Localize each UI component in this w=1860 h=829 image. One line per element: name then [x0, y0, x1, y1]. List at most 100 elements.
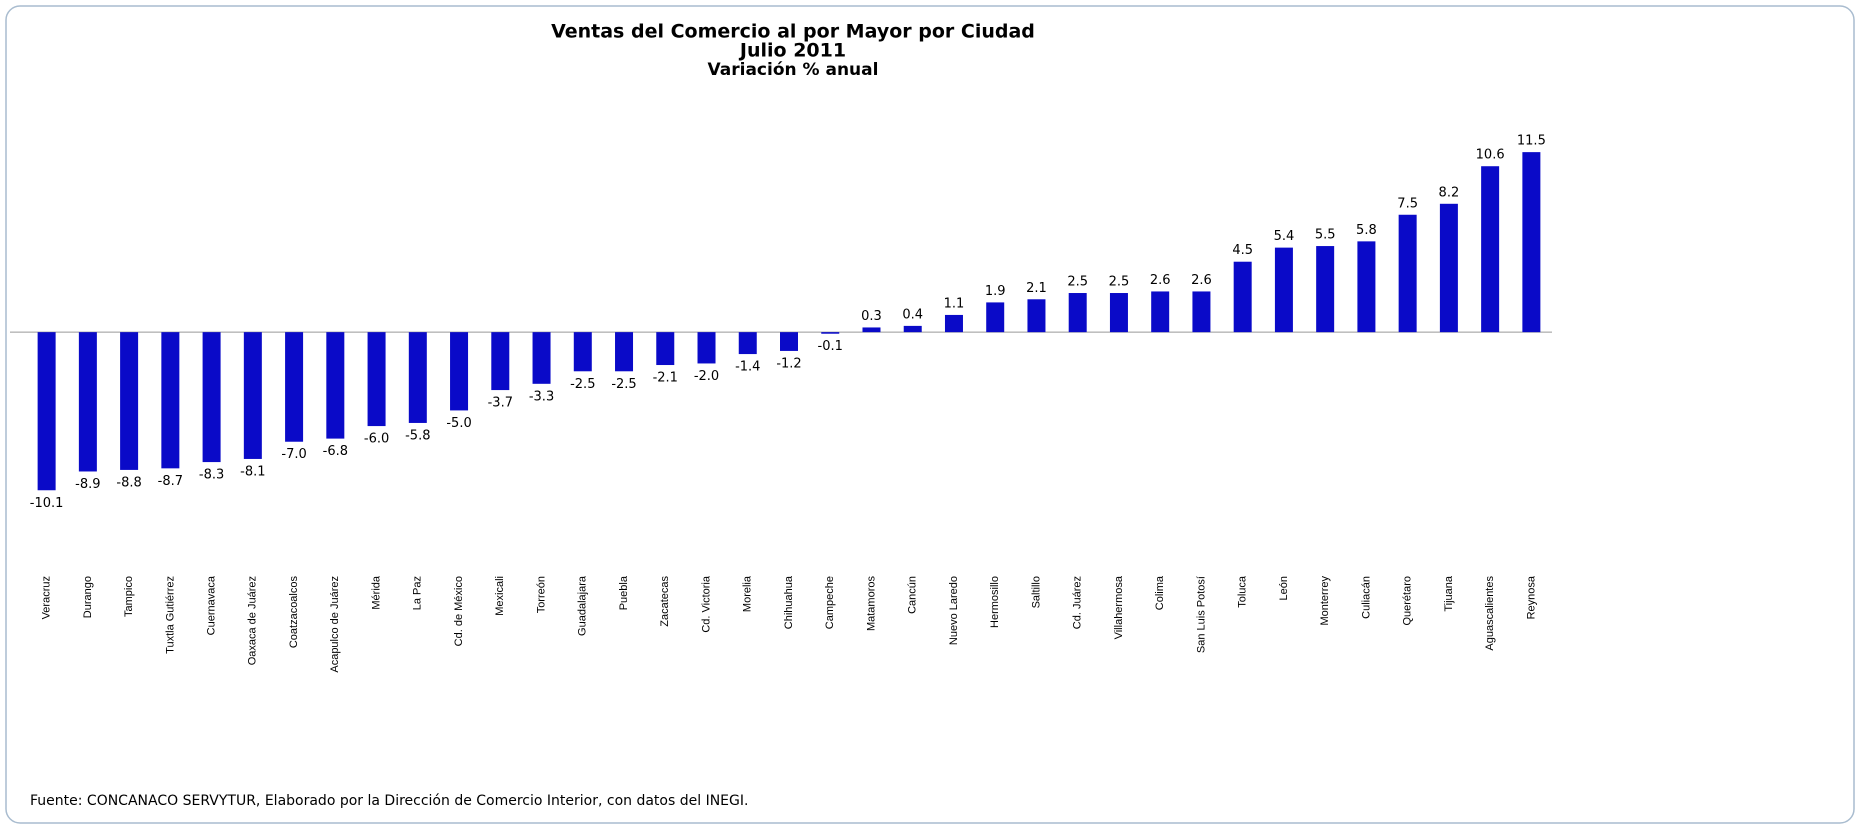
bar — [285, 332, 304, 442]
x-tick-label: Durango — [82, 576, 94, 618]
bar — [367, 332, 386, 427]
bar — [1316, 246, 1335, 333]
bar — [862, 327, 881, 333]
data-label: -10.1 — [30, 496, 64, 511]
data-label: -2.5 — [570, 377, 595, 392]
data-label: -6.8 — [323, 444, 348, 459]
data-label: -5.0 — [446, 416, 471, 431]
x-tick-label: Morelia — [742, 575, 754, 612]
chart-subtitle: Variación % anual — [708, 60, 879, 80]
x-tick-label: Torreón — [535, 576, 547, 613]
x-tick-label: Tuxtla Gutiérrez — [164, 576, 176, 654]
x-tick-label: Colima — [1154, 575, 1166, 610]
bar — [532, 332, 551, 384]
bar — [1068, 293, 1087, 333]
data-label: 7.5 — [1397, 196, 1418, 211]
bar — [326, 332, 345, 439]
data-label: -8.1 — [240, 464, 265, 479]
data-label: -0.1 — [818, 339, 843, 354]
bar — [1233, 261, 1252, 333]
data-label: 0.4 — [902, 307, 923, 322]
bar — [1151, 291, 1170, 333]
bar — [1357, 241, 1376, 333]
data-label: -8.3 — [199, 468, 224, 483]
x-tick-label: Toluca — [1237, 575, 1249, 608]
bar — [738, 332, 757, 355]
data-label: -3.3 — [529, 389, 554, 404]
x-tick-label: Cancún — [907, 576, 919, 614]
data-label: 1.9 — [985, 284, 1006, 299]
x-tick-label: Saltillo — [1030, 576, 1042, 608]
data-label: -2.5 — [611, 377, 636, 392]
x-tick-label: Mexicali — [494, 576, 506, 616]
x-tick-label: Cd. Victoria — [700, 575, 712, 633]
bar — [202, 332, 221, 463]
x-tick-label: Cuernavaca — [206, 575, 218, 635]
data-label: 4.5 — [1232, 243, 1253, 258]
bar — [1109, 293, 1128, 333]
x-tick-label: Matamoros — [865, 576, 877, 632]
bar — [1439, 203, 1458, 333]
bar — [615, 332, 634, 372]
x-tick-label: Zacatecas — [659, 576, 671, 627]
x-tick-label: Acapulco de Juárez — [329, 576, 341, 673]
chart-title: Ventas del Comercio al por Mayor por Ciu… — [551, 21, 1035, 43]
x-tick-label: Cd. de México — [453, 576, 465, 646]
x-tick-label: Villahermosa — [1113, 575, 1125, 639]
x-tick-label: La Paz — [412, 576, 424, 610]
data-label: -2.0 — [694, 369, 719, 384]
bar — [161, 332, 180, 469]
bar — [1027, 299, 1046, 333]
data-label: 2.5 — [1067, 275, 1088, 290]
data-label: 2.6 — [1191, 273, 1212, 288]
data-label: 11.5 — [1517, 134, 1546, 149]
x-tick-label: León — [1278, 576, 1290, 600]
data-label: 10.6 — [1476, 148, 1505, 163]
bar — [821, 332, 840, 334]
bar — [1192, 291, 1211, 333]
bar — [780, 332, 798, 351]
x-tick-label: Cd. Juárez — [1072, 576, 1084, 629]
data-label: 5.5 — [1315, 228, 1336, 243]
data-label: 8.2 — [1439, 185, 1460, 200]
x-tick-label: Hermosillo — [989, 576, 1001, 628]
bar — [1522, 152, 1541, 333]
x-tick-label: Tampico — [123, 576, 135, 617]
data-label: 0.3 — [861, 309, 882, 324]
data-label: -3.7 — [488, 396, 513, 411]
bar — [944, 314, 963, 333]
data-label: -5.8 — [405, 428, 430, 443]
x-tick-label: Oaxaca de Juárez — [247, 576, 259, 665]
x-tick-label: Campeche — [824, 576, 836, 629]
x-tick-label: Chihuahua — [783, 575, 795, 629]
data-label: 5.8 — [1356, 223, 1377, 238]
data-label: -8.7 — [158, 474, 183, 489]
data-label: -2.1 — [653, 371, 678, 386]
frame — [5, 5, 1855, 824]
bar — [1274, 247, 1293, 333]
bar — [986, 302, 1005, 333]
bar — [243, 332, 262, 459]
source-note: Fuente: CONCANACO SERVYTUR, Elaborado po… — [30, 793, 748, 809]
x-tick-label: Puebla — [618, 575, 630, 610]
x-tick-label: San Luis Potosí — [1195, 576, 1207, 653]
bar — [491, 332, 510, 391]
x-tick-label: Guadalajara — [577, 575, 589, 636]
x-tick-label: Querétaro — [1402, 576, 1414, 626]
bar — [120, 332, 139, 470]
data-label: 2.6 — [1150, 273, 1171, 288]
bar — [656, 332, 675, 366]
x-tick-label: Coatzacoalcos — [288, 576, 300, 649]
x-tick-label: Culiacán — [1360, 576, 1372, 619]
data-label: -8.9 — [75, 477, 100, 492]
bar — [1398, 214, 1417, 333]
data-label: -7.0 — [281, 447, 306, 462]
data-label: 5.4 — [1274, 229, 1295, 244]
x-tick-label: Mérida — [370, 575, 382, 610]
bar — [78, 332, 97, 472]
data-label: -1.4 — [735, 360, 760, 375]
bar — [37, 332, 56, 491]
x-tick-label: Monterrey — [1319, 576, 1331, 626]
bar — [1481, 166, 1500, 333]
